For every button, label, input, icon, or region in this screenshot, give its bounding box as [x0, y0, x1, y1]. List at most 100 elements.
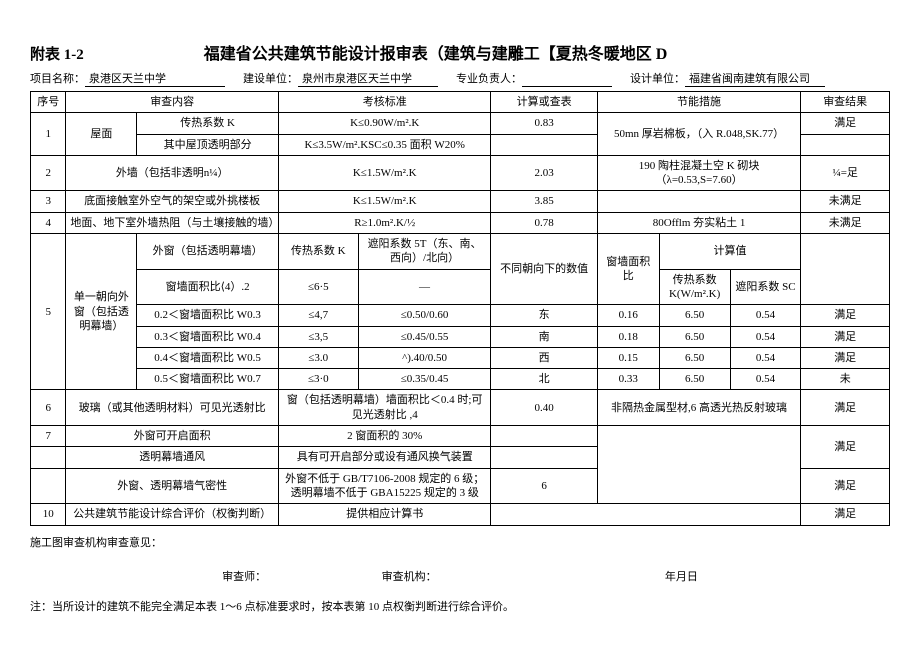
review-org-label: 审查机构： [382, 571, 437, 583]
r2-measure: 190 陶柱混凝土空 K 砌块（λ=0.53,S=7.60） [597, 155, 801, 191]
build-unit-value: 泉州市泉港区天兰中学 [298, 70, 438, 87]
th-calc: 计算或查表 [491, 92, 597, 113]
info-line: 项目名称： 泉港区天兰中学 建设单位： 泉州市泉港区天兰中学 专业负责人： 设计… [30, 70, 890, 87]
seq-8 [31, 447, 66, 468]
r5d-m3: 0.54 [730, 347, 801, 368]
r3-std: K≤1.5W/m².K [278, 191, 491, 212]
review-table: 序号 审查内容 考核标准 计算或查表 节能措施 审查结果 1 屋面 传热系数 K… [30, 91, 890, 526]
r1b-label: 其中屋顶透明部分 [137, 134, 279, 155]
r5b-r: 满足 [801, 305, 890, 326]
r4-calc: 0.78 [491, 212, 597, 233]
seq-10: 10 [31, 504, 66, 525]
r4-result: 未满足 [801, 212, 890, 233]
r8-std: 具有可开启部分或设有通风换气装置 [278, 447, 491, 468]
r5-h-m-top: 计算值 [659, 234, 801, 270]
r5e-m3: 0.54 [730, 369, 801, 390]
r5-h-result [801, 234, 890, 305]
r9-std: 外窗不低于 GB/T7106-2008 规定的 6 级；透明幕墙不低于 GBA1… [278, 468, 491, 504]
design-unit-value: 福建省闽南建筑有限公司 [685, 70, 825, 87]
table-row: 2 外墙（包括非透明n¼） K≤1.5W/m².K 2.03 190 陶柱混凝土… [31, 155, 890, 191]
r10-calc [491, 504, 801, 525]
r5d-r: 满足 [801, 347, 890, 368]
r7-measure [597, 426, 801, 504]
project-name-value: 泉港区天兰中学 [85, 70, 225, 87]
r10-result: 满足 [801, 504, 890, 525]
footnote-text: 注：当所设计的建筑不能完全满足本表 1～6 点标准要求时，按本表第 10 点权衡… [30, 598, 890, 614]
r8-content: 透明幕墙通风 [66, 447, 279, 468]
r2-calc: 2.03 [491, 155, 597, 191]
build-unit-label: 建设单位： [243, 70, 298, 87]
r2-content: 外墙（包括非透明n¼） [66, 155, 279, 191]
table-row: 0.2＜窗墙面积比 W0.3 ≤4,7 ≤0.50/0.60 东 0.16 6.… [31, 305, 890, 326]
r9-result: 满足 [801, 468, 890, 504]
reviewer-label: 审查师： [222, 571, 266, 583]
r5-h-calc: 不同朝向下的数值 [491, 234, 597, 305]
r5c-sc: ≤0.45/0.55 [358, 326, 491, 347]
r7-calc [491, 426, 597, 447]
r5b-k: ≤4,7 [278, 305, 358, 326]
design-unit-label: 设计单位： [630, 70, 685, 87]
r4-std: R≥1.0m².K/½ [278, 212, 491, 233]
r5c-m1: 0.18 [597, 326, 659, 347]
seq-2: 2 [31, 155, 66, 191]
r8-calc [491, 447, 597, 468]
r3-content: 底面接触室外空气的架空或外挑楼板 [66, 191, 279, 212]
table-row: 0.3＜窗墙面积比 W0.4 ≤3,5 ≤0.45/0.55 南 0.18 6.… [31, 326, 890, 347]
r1b-result [801, 134, 890, 155]
seq-5: 5 [31, 234, 66, 390]
r5c-c: 0.3＜窗墙面积比 W0.4 [137, 326, 279, 347]
r7-std: 2 窗面积的 30% [278, 426, 491, 447]
r5b-m1: 0.16 [597, 305, 659, 326]
r5-group: 单一朝向外窗（包括透明幕墙） [66, 234, 137, 390]
r5d-k: ≤3.0 [278, 347, 358, 368]
seq-3: 3 [31, 191, 66, 212]
r8-result: 满足 [801, 426, 890, 469]
th-content: 审查内容 [66, 92, 279, 113]
r10-std: 提供相应计算书 [278, 504, 491, 525]
r5-h-sc: 遮阳系数 5T（东、南、西向）/北向） [358, 234, 491, 270]
table-row: 10 公共建筑节能设计综合评价（权衡判断） 提供相应计算书 满足 [31, 504, 890, 525]
r5-h-m2: 传热系数K(W/m².K) [659, 269, 730, 305]
r5c-dir: 南 [491, 326, 597, 347]
r4-content: 地面、地下室外墙热阻（与土壤接触的墙） [66, 212, 279, 233]
date-label: 年月日 [665, 571, 698, 583]
seq-4: 4 [31, 212, 66, 233]
r9-calc: 6 [491, 468, 597, 504]
r1a-calc: 0.83 [491, 113, 597, 134]
r1b-calc [491, 134, 597, 155]
main-title: 福建省公共建筑节能设计报审表（建筑与建雕工【夏热冬暖地区 D [204, 40, 668, 64]
r5b-dir: 东 [491, 305, 597, 326]
r5e-m2: 6.50 [659, 369, 730, 390]
r5e-dir: 北 [491, 369, 597, 390]
r5b-sc: ≤0.50/0.60 [358, 305, 491, 326]
r5c-m3: 0.54 [730, 326, 801, 347]
appendix-label: 附表 1-2 [30, 43, 84, 64]
th-std: 考核标准 [278, 92, 491, 113]
table-row: 0.4＜窗墙面积比 W0.5 ≤3.0 ^).40/0.50 西 0.15 6.… [31, 347, 890, 368]
table-row: 6 玻璃（或其他透明材料）可见光透射比 窗（包括透明幕墙）墙面积比＜0.4 时;… [31, 390, 890, 426]
r1-label: 屋面 [66, 113, 137, 156]
project-name-label: 项目名称： [30, 70, 85, 87]
table-row: 1 屋面 传热系数 K K≤0.90W/m².K 0.83 50mn 厚岩棉板，… [31, 113, 890, 134]
r9-content: 外窗、透明幕墙气密性 [66, 468, 279, 504]
table-row: 4 地面、地下室外墙热阻（与土壤接触的墙） R≥1.0m².K/½ 0.78 8… [31, 212, 890, 233]
r5d-c: 0.4＜窗墙面积比 W0.5 [137, 347, 279, 368]
r5d-dir: 西 [491, 347, 597, 368]
r5d-m2: 6.50 [659, 347, 730, 368]
r3-measure [597, 191, 801, 212]
seq-6: 6 [31, 390, 66, 426]
r6-measure: 非隔热金属型材,6 高透光热反射玻璃 [597, 390, 801, 426]
r6-std: 窗（包括透明幕墙）墙面积比＜0.4 时;可见光透射比 ,4 [278, 390, 491, 426]
r5a-c: 窗墙面积比⟨4）.2 [137, 269, 279, 305]
seq-9 [31, 468, 66, 504]
table-row: 5 单一朝向外窗（包括透明幕墙） 外窗（包括透明幕墙） 传热系数 K 遮阳系数 … [31, 234, 890, 270]
r2-std: K≤1.5W/m².K [278, 155, 491, 191]
owner-label: 专业负责人： [456, 70, 522, 87]
r5-h-k: 传热系数 K [278, 234, 358, 270]
r5c-r: 满足 [801, 326, 890, 347]
r5-h-m3: 遮阳系数 SC [730, 269, 801, 305]
r5c-m2: 6.50 [659, 326, 730, 347]
r1a-result: 满足 [801, 113, 890, 134]
r1-measure: 50mn 厚岩棉板，（入 R.048,SK.77） [597, 113, 801, 156]
th-seq: 序号 [31, 92, 66, 113]
